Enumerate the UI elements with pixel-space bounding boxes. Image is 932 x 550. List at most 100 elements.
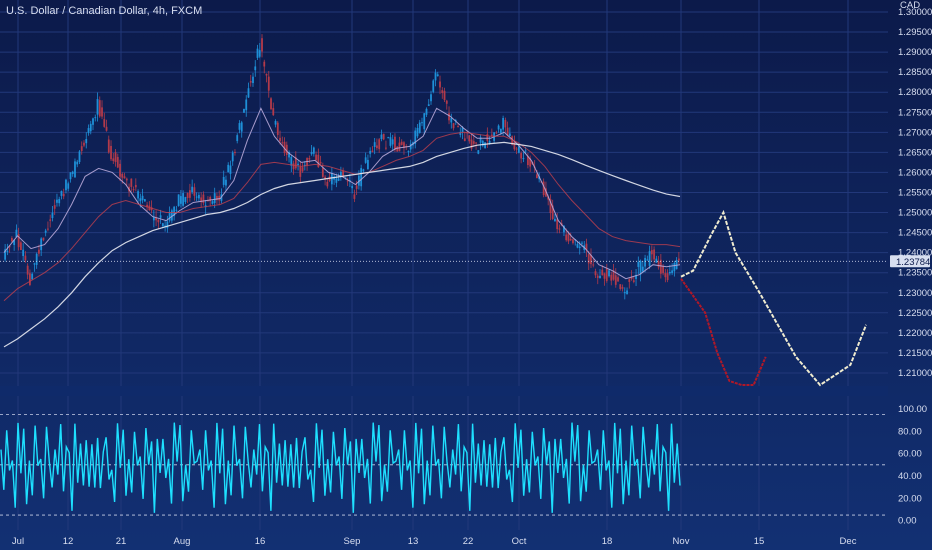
candle-body [391, 139, 394, 145]
candle-body [527, 156, 529, 166]
candle-body [123, 176, 126, 179]
candle-body [85, 138, 88, 144]
candle-body [432, 80, 435, 92]
candle-body [596, 275, 599, 278]
candle-body [198, 194, 200, 199]
candle-body [662, 266, 664, 274]
candle-body [13, 240, 16, 245]
candle-body [80, 146, 83, 151]
x-tick-label: 13 [408, 536, 419, 547]
candle-body [632, 280, 635, 282]
candle-body [44, 230, 47, 233]
candle-body [69, 172, 72, 180]
candle-body [103, 119, 106, 127]
candle-body [351, 186, 354, 189]
candle-body [161, 223, 164, 227]
candle-body [265, 73, 268, 76]
candle-body [299, 166, 302, 177]
candle-body [630, 277, 633, 280]
candle-body [252, 76, 254, 84]
candle-body [324, 176, 326, 179]
candle-body [121, 173, 124, 178]
candle-body [515, 148, 518, 150]
candle-body [418, 122, 421, 133]
candle-body [315, 154, 317, 161]
candle-body [76, 161, 79, 165]
candle-body [303, 164, 306, 166]
candle-body [549, 199, 552, 214]
candle-body [650, 250, 653, 255]
candle-body [87, 128, 90, 134]
y-tick-label: 1.24500 [898, 228, 932, 239]
x-tick-label: Aug [174, 536, 191, 547]
candle-body [484, 142, 486, 149]
candle-body [495, 132, 498, 134]
x-tick-label: 22 [463, 536, 474, 547]
candle-body [274, 120, 277, 125]
candle-body [497, 125, 500, 130]
price-pane[interactable] [0, 34, 888, 387]
oscillator-pane[interactable] [0, 414, 888, 516]
candle-body [626, 290, 628, 295]
candle-body [53, 205, 56, 209]
candle-body [653, 249, 655, 260]
candle-body [47, 228, 49, 230]
candle-body [648, 251, 651, 266]
candle-body [387, 137, 390, 139]
candle-body [164, 225, 167, 227]
candle-body [369, 150, 372, 154]
candle-body [439, 81, 441, 88]
y-tick-label: 1.28000 [898, 87, 932, 98]
y-tick-label: 1.26000 [898, 167, 932, 178]
candle-body [536, 174, 538, 179]
candle-body [247, 88, 250, 98]
candle-body [92, 118, 94, 125]
candle-body [168, 212, 171, 221]
candle-body [216, 195, 218, 201]
candle-body [635, 274, 637, 279]
y-tick-label: 1.22500 [898, 308, 932, 319]
candle-body [33, 263, 36, 265]
candle-body [380, 134, 383, 140]
candle-body [182, 193, 185, 206]
candle-body [554, 218, 556, 222]
candle-body [461, 127, 464, 133]
candle-body [499, 128, 502, 134]
candle-body [179, 196, 182, 204]
candle-body [191, 186, 194, 193]
candle-body [414, 130, 417, 144]
candle-body [288, 152, 290, 158]
candle-body [477, 150, 480, 154]
candle-body [317, 154, 320, 168]
y-tick-label: 1.26500 [898, 147, 932, 158]
candle-body [60, 191, 63, 196]
candle-body [434, 72, 437, 81]
candle-body [143, 199, 146, 202]
candle-body [132, 189, 135, 191]
candle-body [166, 221, 169, 229]
candle-body [227, 164, 230, 173]
candle-body [15, 229, 18, 238]
candle-body [362, 169, 365, 172]
pane-divider[interactable] [0, 386, 888, 396]
projection-path [680, 209, 868, 387]
candle-body [367, 159, 369, 170]
candle-body [601, 269, 604, 276]
candle-body [146, 204, 148, 208]
candle-body [425, 108, 428, 115]
candle-body [475, 142, 477, 144]
candle-body [213, 193, 216, 204]
candle-body [157, 219, 160, 223]
candle-body [389, 137, 392, 146]
candle-body [139, 198, 142, 202]
candle-body [22, 249, 25, 257]
current-price-label: 1.23784 [896, 257, 930, 268]
candle-body [319, 161, 322, 164]
moving-average-line [3, 141, 681, 348]
candle-body [421, 122, 423, 124]
candle-body [592, 264, 595, 266]
candle-body [614, 275, 617, 285]
candle-body [40, 238, 43, 251]
